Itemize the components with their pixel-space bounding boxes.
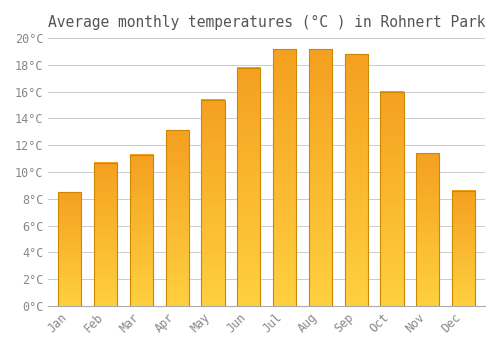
Title: Average monthly temperatures (°C ) in Rohnert Park: Average monthly temperatures (°C ) in Ro…	[48, 15, 486, 30]
Bar	[416, 153, 440, 306]
Bar	[94, 163, 118, 306]
Bar	[130, 155, 153, 306]
Bar	[344, 54, 368, 306]
Bar	[237, 68, 260, 306]
Bar	[273, 49, 296, 306]
Bar	[58, 192, 82, 306]
Bar	[452, 191, 475, 306]
Bar	[202, 100, 224, 306]
Bar	[380, 92, 404, 306]
Bar	[166, 131, 189, 306]
Bar	[308, 49, 332, 306]
